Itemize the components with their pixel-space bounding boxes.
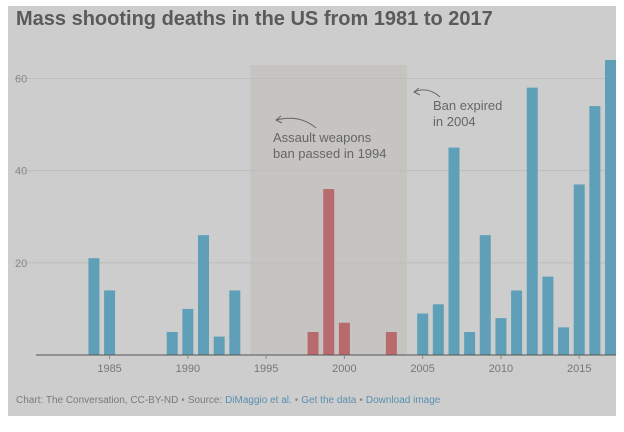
bar <box>432 304 444 355</box>
annotation-ban-passed: Assault weapons ban passed in 1994 <box>273 130 386 161</box>
bar <box>605 60 617 355</box>
bar <box>417 313 429 355</box>
y-tick-label: 20 <box>15 258 27 270</box>
bar <box>198 235 210 355</box>
bar <box>104 290 116 355</box>
bar <box>495 318 507 355</box>
bar <box>511 290 523 355</box>
bar <box>526 87 538 355</box>
x-tick-label: 2005 <box>410 363 434 375</box>
source-link[interactable]: DiMaggio et al. <box>225 395 292 406</box>
footer-separator: • <box>294 395 299 406</box>
annotation-arrowhead <box>413 87 421 96</box>
bar <box>464 331 476 355</box>
bar <box>229 290 241 355</box>
bar <box>307 331 319 355</box>
x-tick-label: 1985 <box>97 363 121 375</box>
bar <box>213 336 225 355</box>
y-tick-label: 60 <box>15 73 27 85</box>
x-tick-label: 1990 <box>176 363 200 375</box>
bar <box>479 235 491 355</box>
bar <box>448 147 460 355</box>
bar <box>542 276 554 355</box>
bar <box>558 327 570 355</box>
annotation-arrow <box>275 117 317 129</box>
bar <box>573 184 585 355</box>
annotation-arrow <box>413 89 441 98</box>
x-tick-label: 2015 <box>567 363 591 375</box>
bar <box>385 331 397 355</box>
bar <box>338 322 350 355</box>
bar <box>323 189 335 355</box>
y-tick-label: 40 <box>15 166 27 178</box>
x-tick-label: 2000 <box>332 363 356 375</box>
footer-separator: • <box>359 395 363 406</box>
download-image-link[interactable]: Download image <box>365 395 441 406</box>
annotation-arrowhead <box>275 115 283 124</box>
get-data-link[interactable]: Get the data <box>301 395 357 406</box>
bar <box>589 106 601 355</box>
footer-source-prefix: Source: <box>187 395 223 406</box>
chart-footer: Chart: The Conversation, CC-BY-ND • Source… <box>16 395 440 406</box>
x-tick-label: 1995 <box>254 363 278 375</box>
x-tick-label: 2010 <box>489 363 513 375</box>
annotation-ban-expired: Ban expired in 2004 <box>433 98 502 129</box>
bar <box>166 331 178 355</box>
bar <box>182 308 194 355</box>
chart-title: Mass shooting deaths in the US from 1981… <box>16 8 493 30</box>
footer-credit: Chart: The Conversation, CC-BY-ND <box>16 395 179 406</box>
footer-separator: • <box>181 395 185 406</box>
bar <box>88 258 100 355</box>
